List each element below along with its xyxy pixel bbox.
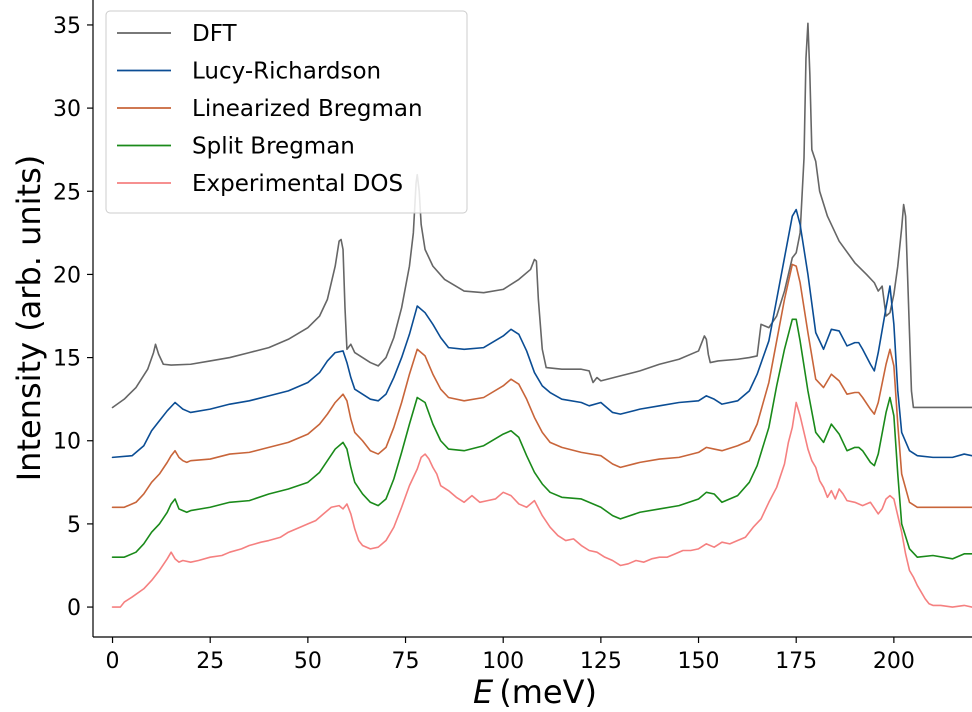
x-tick-label: 175	[775, 649, 817, 674]
x-tick-label: 50	[294, 649, 322, 674]
series-layer	[111, 22, 972, 608]
series-line-dft	[111, 22, 972, 409]
x-tick-label: 125	[580, 649, 622, 674]
x-tick-label: 100	[482, 649, 524, 674]
series-line-linearized-bregman	[111, 263, 972, 509]
y-tick-label: 30	[53, 97, 81, 122]
legend-label-split-bregman: Split Bregman	[192, 134, 355, 160]
y-tick-label: 10	[53, 430, 81, 455]
y-tick-label: 20	[53, 263, 81, 288]
y-tick-label: 5	[67, 513, 81, 538]
x-tick-label: 25	[196, 649, 224, 674]
axes-layer	[92, 0, 972, 638]
y-tick-label: 25	[53, 180, 81, 205]
x-tick-label: 150	[678, 649, 720, 674]
legend-label-linearized-bregman: Linearized Bregman	[192, 96, 423, 122]
legend-label-dft: DFT	[192, 21, 238, 47]
y-axis-label: Intensity (arb. units)	[10, 155, 48, 482]
ticks-layer: 0 25 50 75 100 125 150 175 200 0 5 10 15 20 25 30 35	[53, 14, 915, 674]
legend-box	[105, 10, 468, 214]
series-line-lucy-richardson	[111, 208, 972, 459]
x-tick-label: 200	[873, 649, 915, 674]
x-axis-label: E (meV)	[473, 673, 597, 711]
y-tick-label: 35	[53, 14, 81, 39]
series-line-split-bregman	[111, 318, 972, 560]
x-tick-label: 0	[106, 649, 120, 674]
legend: DFT Lucy-Richardson Linearized Bregman Spli…	[105, 10, 468, 214]
series-line-experimental-dos	[111, 401, 972, 608]
x-axis-label-symbol: E	[473, 673, 494, 711]
y-tick-label: 15	[53, 347, 81, 372]
legend-label-lucy-richardson: Lucy-Richardson	[192, 59, 381, 85]
legend-label-experimental-dos: Experimental DOS	[192, 171, 403, 197]
x-tick-label: 75	[392, 649, 420, 674]
x-axis-label-unit: (meV)	[499, 673, 597, 711]
y-tick-label: 0	[67, 596, 81, 621]
